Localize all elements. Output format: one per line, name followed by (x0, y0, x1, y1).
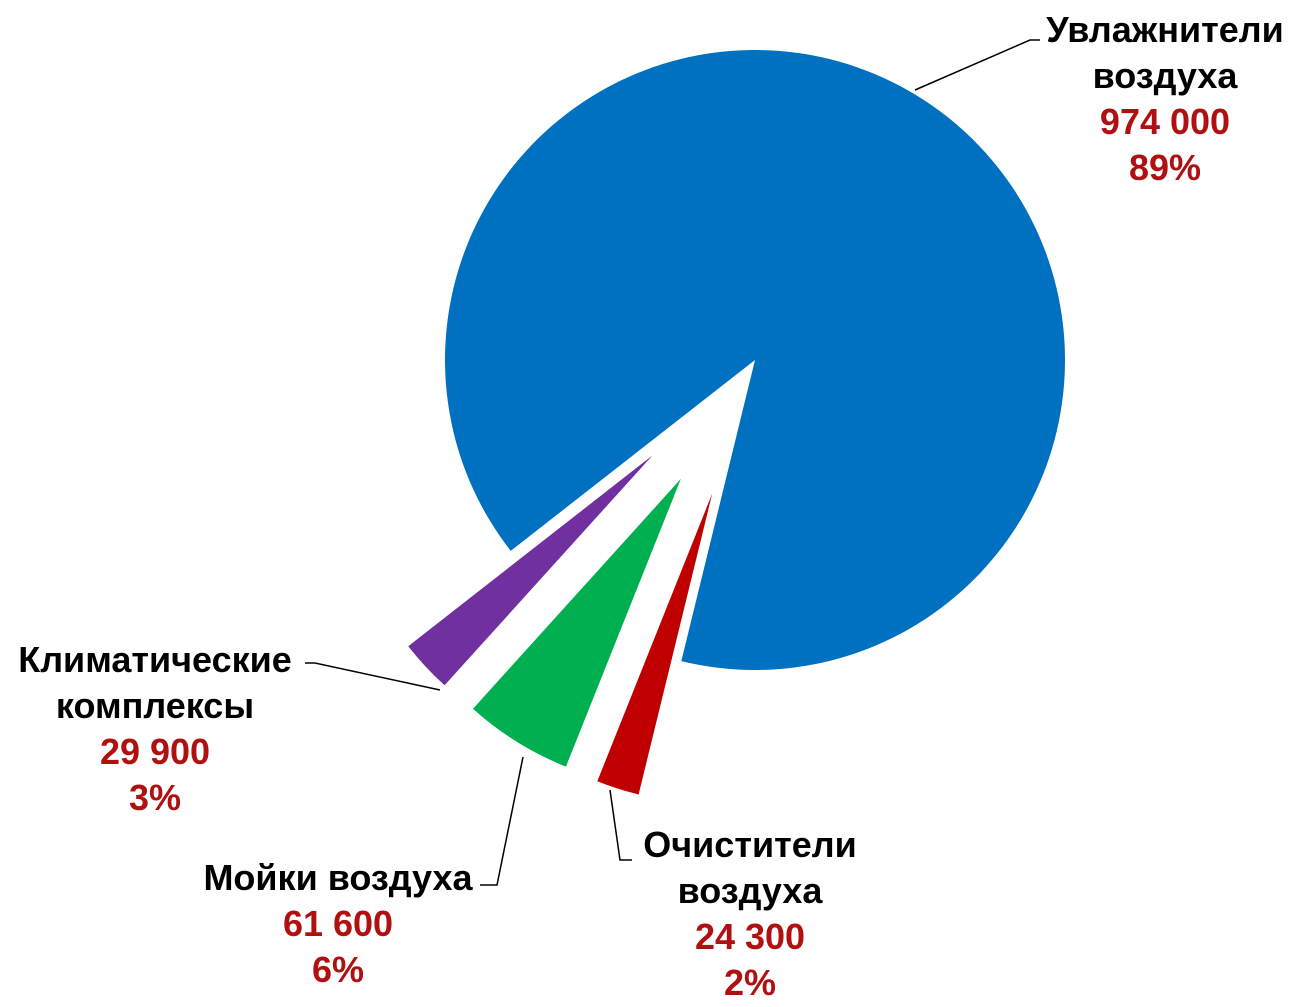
category-label: Очистители воздуха (643, 824, 857, 911)
leader-line (305, 662, 441, 691)
slice-label: Очистители воздуха 24 300 2% (615, 822, 885, 1006)
percent-label: 3% (128, 777, 182, 818)
leader-line (480, 756, 524, 886)
leader-line (914, 39, 1040, 91)
value-label: 24 300 (694, 916, 806, 957)
percent-label: 6% (311, 949, 365, 990)
value-label: 61 600 (282, 903, 394, 944)
category-label: Климатические комплексы (18, 639, 292, 726)
pie-slice (472, 478, 681, 767)
leader-line (609, 789, 632, 861)
category-label: Увлажнители воздуха (1046, 9, 1284, 96)
value-label: 974 000 (1099, 101, 1231, 142)
slice-label: Мойки воздуха 61 600 6% (178, 855, 498, 993)
percent-label: 2% (723, 962, 777, 1003)
slice-label: Климатические комплексы 29 900 3% (5, 637, 305, 821)
category-label: Мойки воздуха (203, 857, 473, 898)
pie-slice (597, 493, 713, 795)
pie-slice (408, 455, 653, 686)
slice-label: Увлажнители воздуха 974 000 89% (1025, 7, 1293, 191)
percent-label: 89% (1128, 147, 1202, 188)
pie-slice (445, 50, 1065, 671)
value-label: 29 900 (99, 731, 211, 772)
